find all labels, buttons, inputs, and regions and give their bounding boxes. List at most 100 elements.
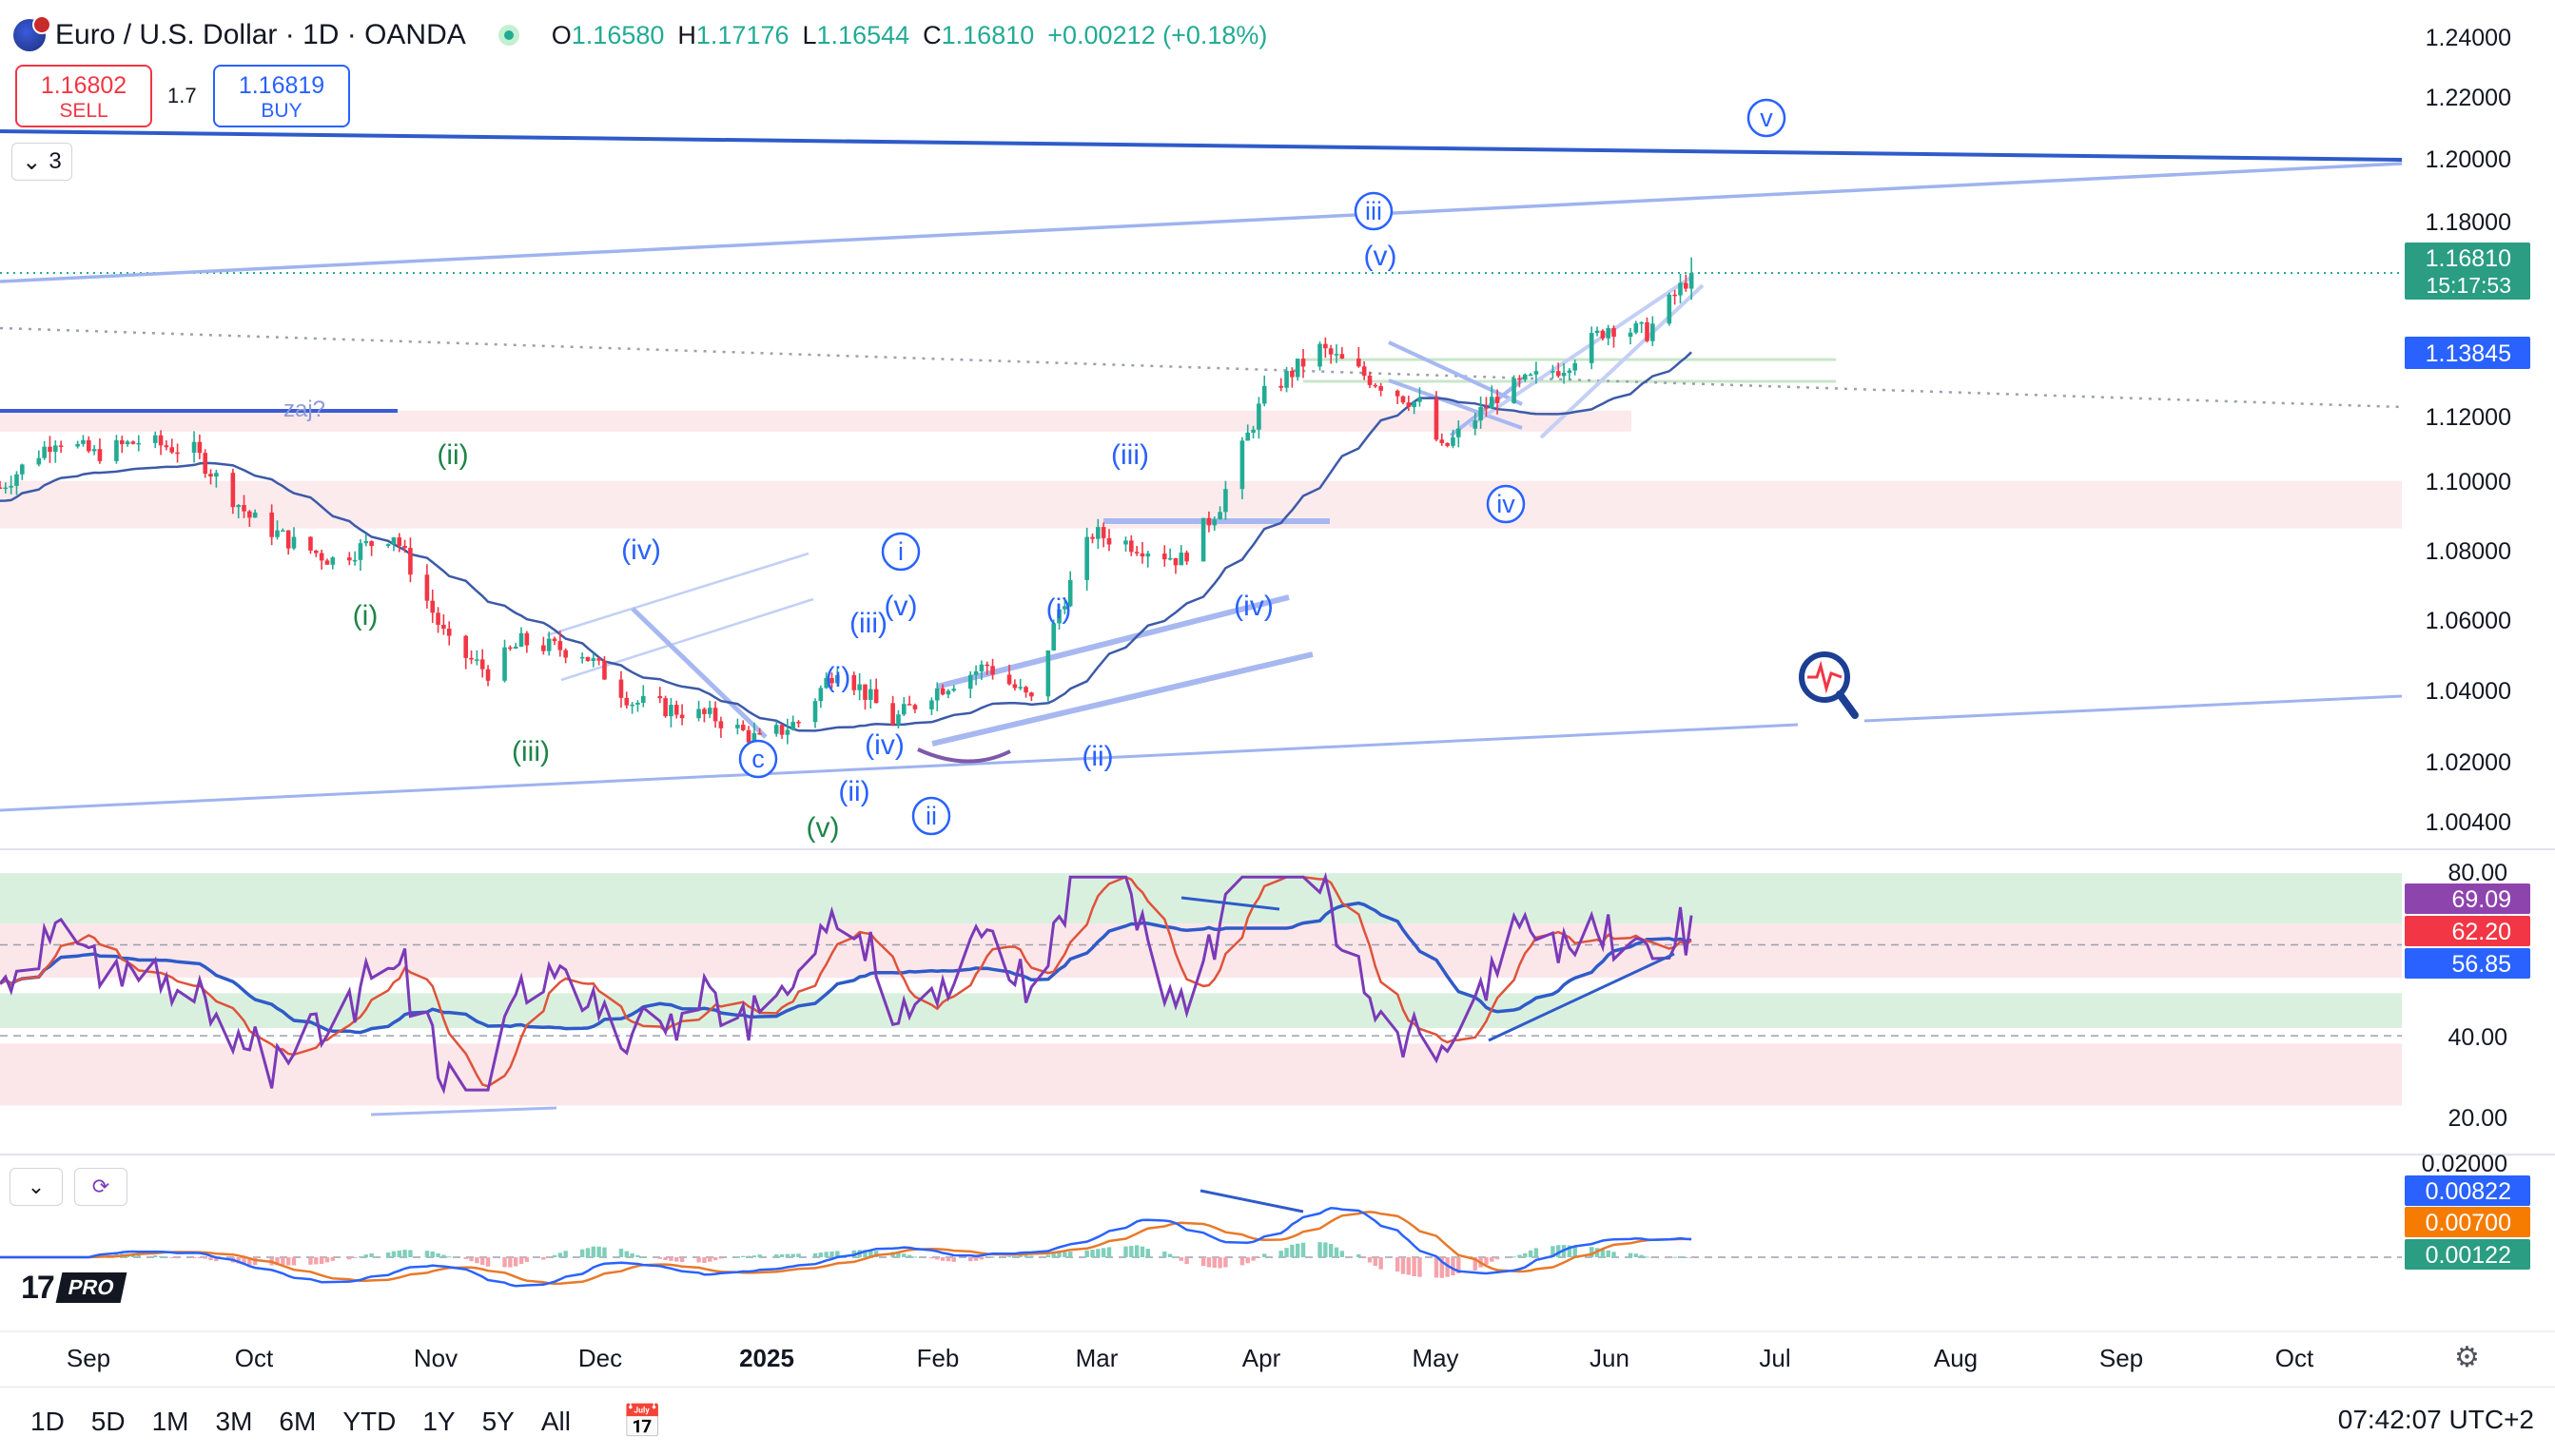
macd-histogram-bar bbox=[203, 1257, 207, 1259]
macd-histogram-bar bbox=[863, 1250, 868, 1257]
candle-body bbox=[314, 550, 319, 553]
candle-body bbox=[1145, 553, 1151, 557]
macd-histogram-bar bbox=[1173, 1256, 1179, 1258]
timeframe-5y[interactable]: 5Y bbox=[481, 1407, 515, 1436]
macd-histogram-bar bbox=[363, 1254, 368, 1257]
macd-histogram-bar bbox=[1473, 1257, 1477, 1271]
candle-body bbox=[158, 435, 164, 446]
clock[interactable]: 07:42:07 UTC+2 bbox=[2337, 1405, 2534, 1434]
candle-body bbox=[363, 541, 369, 544]
candle-body bbox=[252, 512, 258, 518]
macd-histogram-bar bbox=[1012, 1255, 1018, 1257]
collapse-legend-button[interactable]: ⌄ 3 bbox=[11, 143, 72, 181]
macd-histogram-bar bbox=[1445, 1257, 1450, 1277]
candle-body bbox=[281, 530, 285, 533]
candle-body bbox=[712, 708, 718, 722]
macd-histogram-bar bbox=[657, 1257, 662, 1259]
macd-histogram-bar bbox=[585, 1248, 591, 1257]
time-axis-label: Oct bbox=[235, 1344, 274, 1372]
wave-label-circled: ii bbox=[926, 802, 937, 830]
macd-histogram-bar bbox=[1024, 1255, 1028, 1257]
macd-histogram-bar bbox=[624, 1251, 629, 1257]
macd-signal-line bbox=[0, 1211, 1692, 1286]
wave-label-circled: c bbox=[751, 745, 765, 773]
macd-histogram-bar bbox=[1590, 1247, 1594, 1257]
macd-histogram-bar bbox=[508, 1257, 513, 1268]
price-tick-label: 1.20000 bbox=[2426, 146, 2511, 173]
timeframe-1m[interactable]: 1M bbox=[151, 1407, 189, 1436]
macd-histogram-bar bbox=[1606, 1250, 1610, 1257]
candle-body bbox=[1611, 327, 1616, 338]
candle-body bbox=[596, 658, 601, 661]
candle-body bbox=[208, 474, 213, 477]
macd-histogram-bar bbox=[1145, 1249, 1151, 1257]
macd-histogram-bar bbox=[1140, 1246, 1145, 1257]
candle-body bbox=[346, 557, 352, 561]
timeframe-1y[interactable]: 1Y bbox=[422, 1407, 456, 1436]
candle-body bbox=[1688, 273, 1694, 289]
candle-body bbox=[1551, 371, 1555, 373]
macd-histogram-bar bbox=[929, 1257, 934, 1259]
candle-body bbox=[1650, 323, 1655, 341]
macd-histogram-bar bbox=[1688, 1257, 1694, 1258]
symbol-title[interactable]: Euro / U.S. Dollar · 1D · OANDA bbox=[55, 19, 466, 50]
macd-histogram-bar bbox=[630, 1252, 634, 1257]
candle-body bbox=[967, 674, 973, 689]
macd-histogram-bar bbox=[1096, 1249, 1101, 1257]
candle-body bbox=[391, 537, 397, 545]
sell-label: SELL bbox=[59, 99, 108, 122]
wave-label-blue: (iv) bbox=[865, 729, 905, 761]
macd-histogram-bar bbox=[441, 1254, 446, 1257]
candle-body bbox=[1024, 687, 1028, 693]
rsi-value-label: 69.09 bbox=[2451, 886, 2511, 913]
settings-gear-icon[interactable]: ⚙ bbox=[2454, 1342, 2480, 1373]
candle-body bbox=[1134, 552, 1140, 553]
macd-histogram-bar bbox=[524, 1257, 530, 1262]
candle-body bbox=[1455, 428, 1461, 437]
candle-body bbox=[790, 722, 795, 730]
candle-body bbox=[125, 441, 130, 445]
macd-histogram-bar bbox=[746, 1255, 751, 1257]
timeframe-3m[interactable]: 3M bbox=[215, 1407, 253, 1436]
chevron-down-icon[interactable]: ⌄ bbox=[10, 1168, 63, 1206]
candle-body bbox=[929, 700, 934, 709]
candle-body bbox=[1323, 343, 1328, 349]
wave-circle bbox=[1354, 191, 1394, 231]
buy-button[interactable]: 1.16819 BUY bbox=[213, 65, 350, 127]
sell-button[interactable]: 1.16802 SELL bbox=[15, 65, 152, 127]
sell-price: 1.16802 bbox=[40, 72, 127, 99]
macd-histogram-bar bbox=[1006, 1256, 1012, 1258]
candle-body bbox=[1594, 330, 1600, 334]
refresh-icon[interactable]: ⟳ bbox=[74, 1168, 127, 1206]
macd-histogram-bar bbox=[1290, 1244, 1295, 1257]
candle-body bbox=[1261, 385, 1267, 404]
macd-histogram-bar bbox=[391, 1251, 397, 1257]
ohlc-key: C bbox=[923, 20, 942, 49]
calendar-goto-icon[interactable]: 📅 bbox=[621, 1404, 663, 1440]
candle-body bbox=[242, 505, 246, 512]
candle-body bbox=[424, 574, 430, 601]
candle-body bbox=[1567, 370, 1572, 373]
wave-channel-line bbox=[936, 594, 1290, 689]
candle-body bbox=[441, 624, 446, 630]
macd-histogram-bar bbox=[352, 1257, 358, 1258]
timeframe-6m[interactable]: 6M bbox=[279, 1407, 317, 1436]
timeframe-5d[interactable]: 5D bbox=[90, 1407, 126, 1436]
wave-label-green: (ii) bbox=[437, 439, 468, 471]
ohlc-key: O bbox=[551, 20, 572, 49]
candle-body bbox=[330, 557, 336, 565]
macd-histogram-bar bbox=[1600, 1249, 1606, 1257]
timeframe-all[interactable]: All bbox=[540, 1407, 571, 1436]
macd-histogram-bar bbox=[829, 1252, 834, 1257]
timeframe-ytd[interactable]: YTD bbox=[342, 1407, 397, 1436]
time-axis-label: Apr bbox=[1242, 1344, 1281, 1372]
rsi-overbought-zone bbox=[0, 873, 2402, 924]
candle-body bbox=[1300, 359, 1306, 367]
macd-histogram-bar bbox=[1395, 1257, 1400, 1272]
candle-body bbox=[1278, 385, 1284, 388]
macd-histogram-bar bbox=[1029, 1255, 1034, 1257]
candle-body bbox=[1561, 372, 1567, 377]
candle-body bbox=[369, 541, 374, 547]
timeframe-1d[interactable]: 1D bbox=[30, 1407, 65, 1436]
